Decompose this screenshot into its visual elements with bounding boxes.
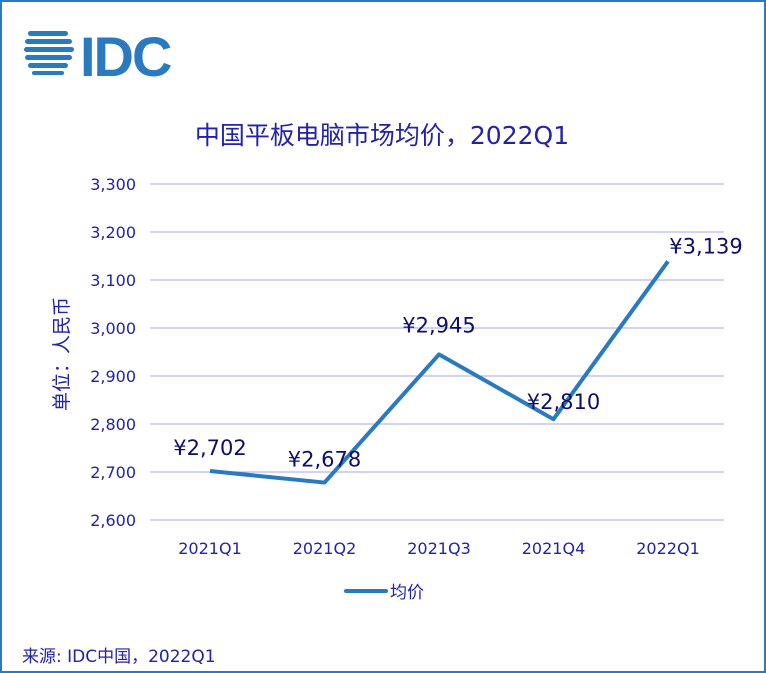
data-label: ¥2,945: [402, 313, 475, 337]
y-tick-label: 3,300: [90, 175, 136, 194]
data-label: ¥3,139: [669, 234, 742, 258]
y-axis-label: 单位：人民币: [51, 297, 73, 411]
x-tick-label: 2021Q1: [178, 539, 242, 558]
y-tick-label: 2,800: [90, 415, 136, 434]
y-tick-label: 2,700: [90, 463, 136, 482]
data-label: ¥2,678: [288, 448, 361, 472]
legend-label: 均价: [390, 583, 424, 603]
y-tick-label: 3,200: [90, 223, 136, 242]
data-label: ¥2,810: [527, 390, 600, 414]
source-note: 来源: IDC中国，2022Q1: [22, 647, 216, 667]
y-tick-label: 3,000: [90, 319, 136, 338]
idc-logo: IDC: [24, 25, 173, 88]
x-tick-label: 2021Q4: [522, 539, 586, 558]
y-tick-label: 2,900: [90, 367, 136, 386]
y-tick-label: 3,100: [90, 271, 136, 290]
svg-text:IDC: IDC: [80, 25, 171, 88]
x-tick-label: 2022Q1: [636, 539, 700, 558]
x-tick-label: 2021Q3: [407, 539, 471, 558]
data-label: ¥2,702: [173, 436, 246, 460]
series-line-均价: [209, 260, 670, 485]
chart-title: 中国平板电脑市场均价，2022Q1: [195, 121, 569, 150]
x-tick-label: 2021Q2: [293, 539, 357, 558]
y-tick-label: 2,600: [90, 511, 136, 530]
